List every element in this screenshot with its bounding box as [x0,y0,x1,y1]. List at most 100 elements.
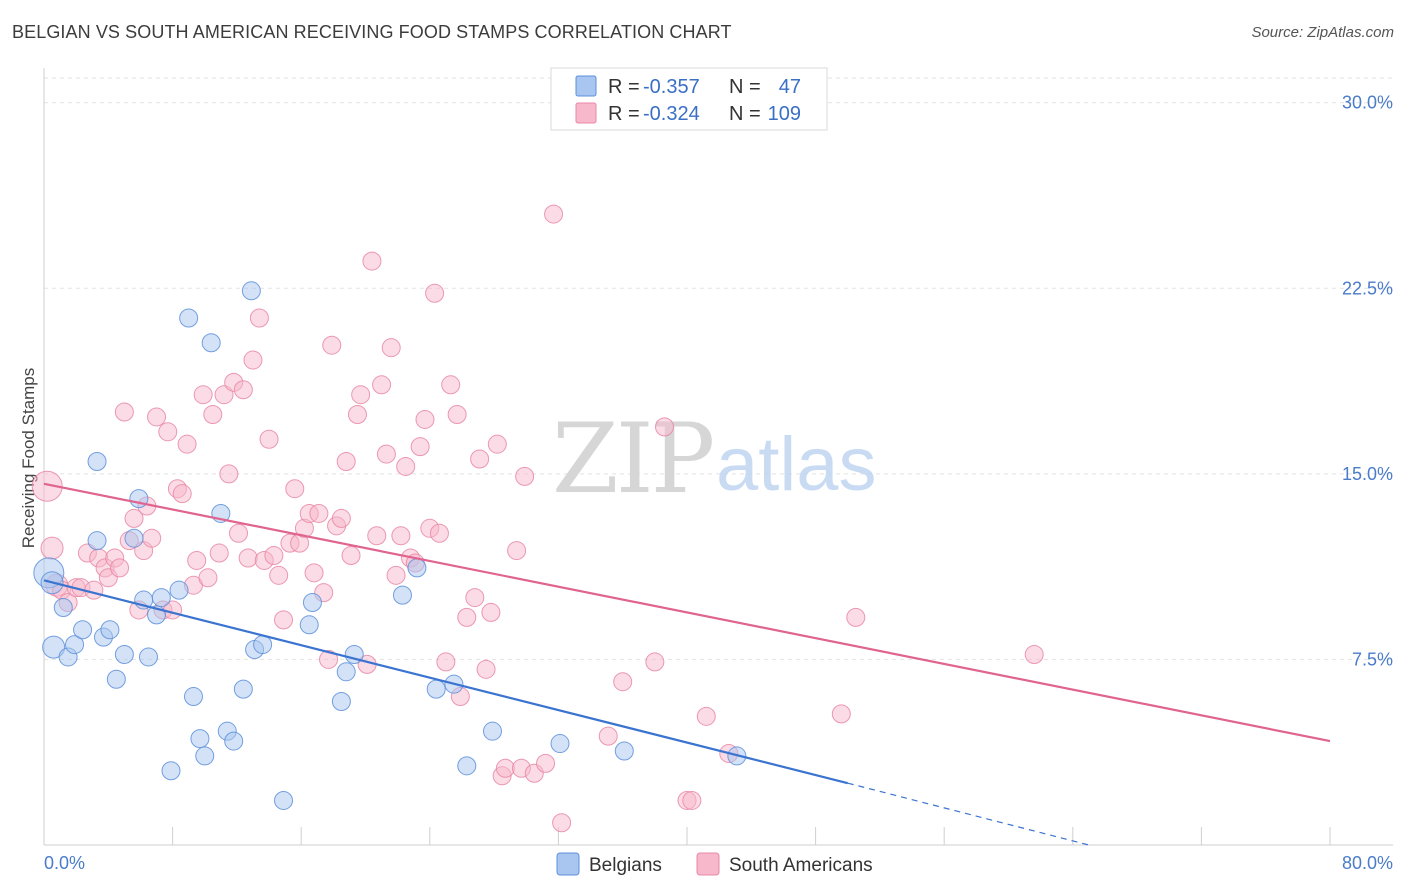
south-americans-point [198,568,218,588]
south-americans-point [515,466,535,486]
south-americans-point [331,508,351,528]
south-americans-point [362,251,382,271]
south-americans-point [410,437,430,457]
south-americans-point [243,350,263,370]
south-americans-point [696,706,716,726]
bottom-legend-label-belgians: Belgians [589,855,662,876]
south-americans-point [336,452,356,471]
south-americans-point [259,429,279,449]
south-americans-point [441,375,461,395]
belgians-trend-line [43,579,849,785]
south-americans-point [536,753,556,773]
belgians-point [241,281,261,301]
belgians-point [53,597,73,617]
south-americans-point [507,541,527,561]
south-americans-point [425,283,445,303]
south-americans-point [598,726,618,746]
belgians-point [124,528,144,548]
south-americans-point [172,484,192,504]
y-tick-label: 22.5% [1342,278,1393,298]
belgians-trend-extension [847,782,1090,846]
south-americans-point [391,526,411,546]
belgians-point [482,721,502,741]
belgians-point [179,308,199,328]
belgians-point [253,635,273,655]
south-americans-point [322,335,342,355]
belgians-point [233,679,253,699]
south-americans-point [269,565,289,585]
belgians-point [614,741,634,761]
south-americans-point [487,434,507,454]
south-americans-point [110,558,130,578]
legend-r-label-south-americans: R = [608,103,640,125]
bottom-legend-swatch-belgians [556,852,580,876]
south-americans-point [470,449,490,469]
legend-swatch-south-americans [575,102,597,124]
south-americans-point [309,503,329,523]
south-americans-point [177,434,197,454]
legend-n-label-south-americans: N = [729,103,761,125]
bottom-legend: Belgians South Americans [556,852,873,876]
y-axis-label: Receiving Food Stamps [19,368,38,548]
south-americans-point [233,380,253,400]
south-americans-point [347,404,367,424]
legend-box: R = -0.357 N = 47 R = -0.324 N = 109 [550,67,828,131]
chart-title: BELGIAN VS SOUTH AMERICAN RECEIVING FOOD… [12,22,732,42]
belgians-points [33,281,747,810]
south-americans-point [229,523,249,543]
x-tick-label-min: 0.0% [44,853,85,873]
belgians-point [426,679,446,699]
belgians-point [190,729,210,749]
south-americans-point [831,704,851,724]
bottom-legend-label-south-americans: South Americans [729,855,873,876]
south-americans-point [367,526,387,546]
legend-r-value-belgians: -0.357 [643,76,700,98]
gridlines [44,77,1393,660]
south-americans-point [40,536,64,560]
south-americans-point [436,652,456,672]
south-americans-point [249,308,269,328]
south-americans-point [429,523,449,543]
south-americans-point [457,607,477,627]
south-americans-point [351,385,371,405]
south-americans-trend-line [43,482,1331,743]
south-americans-point [381,338,401,358]
belgians-point [65,635,85,655]
legend-n-label-belgians: N = [729,76,761,98]
south-americans-point [415,409,435,429]
belgians-point [100,620,120,640]
belgians-point [457,756,477,776]
watermark: ZIP atlas [552,403,877,515]
south-americans-point [495,758,515,778]
south-americans-point [613,672,633,692]
legend-n-value-south-americans: 109 [768,103,801,125]
south-americans-point [147,407,167,427]
south-americans-point [264,546,284,566]
south-americans-point [682,790,702,810]
belgians-point [392,585,412,605]
watermark-zip: ZIP [552,403,713,515]
south-americans-point [552,813,572,833]
belgians-point [169,580,189,600]
south-americans-point [285,479,305,499]
south-americans-point [31,470,63,502]
south-americans-point [654,417,674,437]
y-tick-labels: 7.5% 15.0% 22.5% 30.0% [1342,93,1393,670]
south-americans-point [386,565,406,585]
south-americans-point [114,402,134,422]
belgians-point [331,691,351,711]
belgians-point [106,669,126,689]
south-americans-point [203,404,223,424]
belgians-point [114,644,134,664]
south-americans-point [645,652,665,672]
belgians-point [302,593,322,613]
belgians-point [87,452,107,471]
south-americans-point [319,649,339,669]
legend-frame [550,67,828,131]
x-tick-label-max: 80.0% [1342,853,1393,873]
belgians-point [274,790,294,810]
y-tick-label: 30.0% [1342,93,1393,113]
south-americans-point [219,464,239,484]
belgians-point [550,734,570,754]
